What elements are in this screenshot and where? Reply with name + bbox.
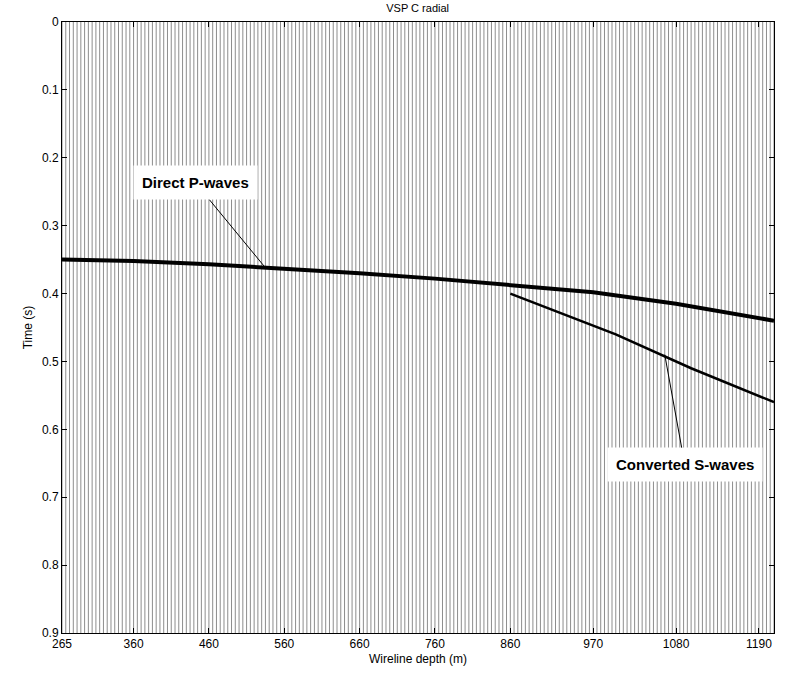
svg-text:Time (s): Time (s) (21, 306, 35, 350)
svg-text:360: 360 (124, 637, 144, 651)
svg-text:Converted S-waves: Converted S-waves (616, 456, 754, 473)
svg-text:265: 265 (52, 637, 72, 651)
svg-text:0.3: 0.3 (42, 219, 59, 233)
svg-text:0.1: 0.1 (42, 83, 59, 97)
svg-text:VSP C radial: VSP C radial (386, 2, 449, 14)
svg-text:0.6: 0.6 (42, 423, 59, 437)
svg-text:Wireline depth (m): Wireline depth (m) (369, 652, 467, 666)
svg-text:0.7: 0.7 (42, 490, 59, 504)
svg-text:0.2: 0.2 (42, 151, 59, 165)
svg-text:Direct P-waves: Direct P-waves (142, 174, 249, 191)
svg-text:0.5: 0.5 (42, 355, 59, 369)
svg-text:0.4: 0.4 (42, 287, 59, 301)
svg-text:0.9: 0.9 (42, 626, 59, 640)
svg-text:860: 860 (500, 637, 520, 651)
svg-text:560: 560 (274, 637, 294, 651)
svg-text:1080: 1080 (663, 637, 690, 651)
svg-text:760: 760 (425, 637, 445, 651)
svg-text:0.8: 0.8 (42, 558, 59, 572)
svg-text:1190: 1190 (746, 637, 772, 651)
svg-text:660: 660 (350, 637, 370, 651)
svg-text:460: 460 (199, 637, 219, 651)
svg-text:0: 0 (52, 15, 59, 29)
svg-text:970: 970 (583, 637, 603, 651)
